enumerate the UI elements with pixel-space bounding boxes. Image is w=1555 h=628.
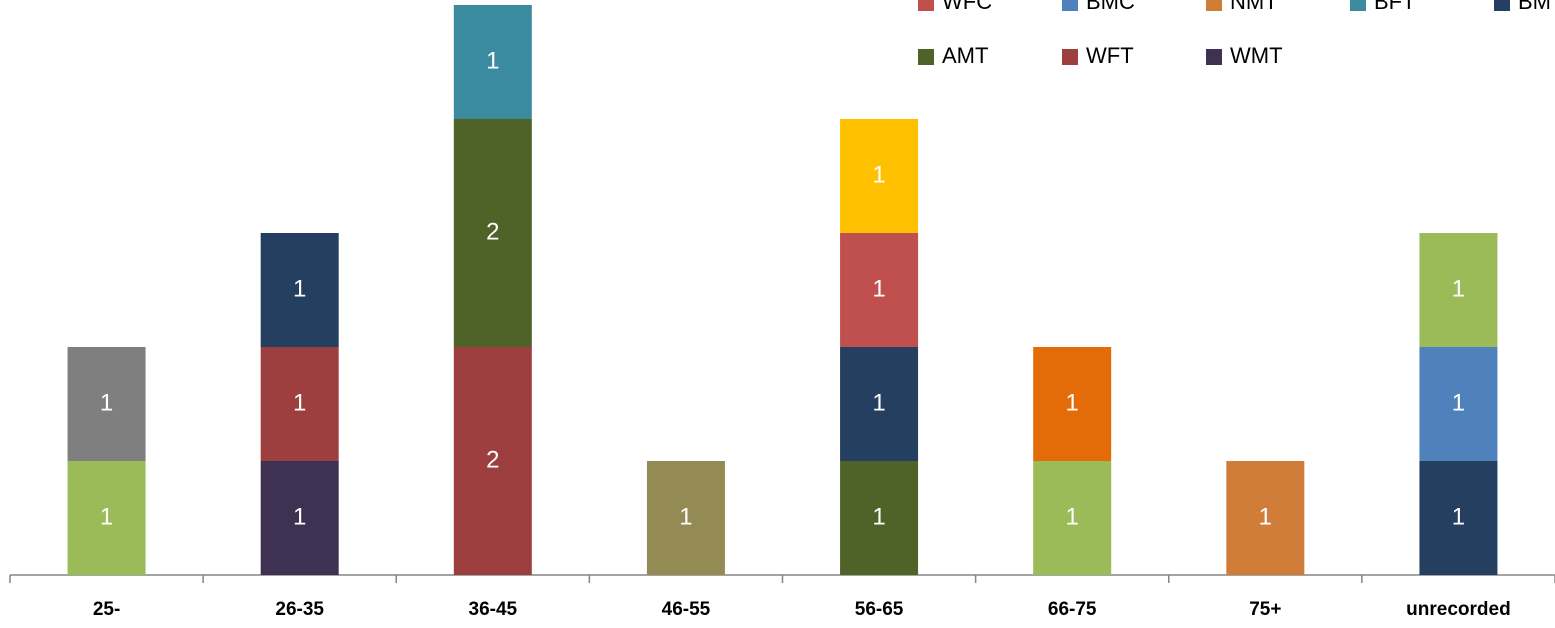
data-label: 1 — [100, 503, 113, 530]
legend-swatch — [1062, 0, 1078, 11]
legend-swatch — [1350, 0, 1366, 11]
legend-swatch — [918, 49, 934, 65]
data-label: 1 — [1452, 503, 1465, 530]
legend-swatch — [1206, 49, 1222, 65]
bar-segment — [646, 461, 725, 575]
data-label: 1 — [293, 389, 306, 416]
legend-swatch — [1206, 0, 1222, 11]
legend-swatch — [1494, 0, 1510, 11]
bar-segment — [1419, 233, 1498, 347]
legend-label: WFC — [942, 0, 992, 14]
bar-segment — [453, 5, 532, 119]
bar-segment — [67, 461, 146, 575]
bar-segment — [1033, 347, 1112, 461]
bar-segment — [67, 347, 146, 461]
bar-segment — [453, 119, 532, 347]
x-tick-label: 25- — [93, 599, 120, 620]
legend-swatch — [918, 0, 934, 11]
bar-segment — [1419, 461, 1498, 575]
bar-segment — [840, 233, 919, 347]
bar-segment — [260, 461, 339, 575]
data-label: 1 — [1066, 503, 1079, 530]
bar-segment — [260, 347, 339, 461]
data-label: 1 — [293, 275, 306, 302]
legend-label: NMT — [1230, 0, 1278, 14]
bar-segment — [840, 461, 919, 575]
data-label: 1 — [872, 389, 885, 416]
data-label: 1 — [486, 47, 499, 74]
bar-segment — [1226, 461, 1305, 575]
x-tick-label: 26-35 — [275, 599, 324, 620]
bar-segment — [260, 233, 339, 347]
data-label: 1 — [1066, 389, 1079, 416]
legend-label: WMT — [1230, 43, 1283, 68]
x-tick-label: 56-65 — [855, 599, 904, 620]
legend-swatch — [1062, 49, 1078, 65]
data-label: 1 — [679, 503, 692, 530]
data-label: 1 — [1452, 275, 1465, 302]
legend-label: WFT — [1086, 43, 1134, 68]
bar-segment — [1033, 461, 1112, 575]
data-label: 1 — [293, 503, 306, 530]
x-tick-label: 75+ — [1249, 599, 1281, 620]
bar-segment — [453, 347, 532, 575]
legend-label: BMT — [1518, 0, 1555, 14]
data-label: 2 — [486, 446, 499, 473]
data-label: 1 — [872, 161, 885, 188]
bar-segment — [1419, 347, 1498, 461]
legend-label: AMT — [942, 43, 988, 68]
data-label: 1 — [100, 389, 113, 416]
bar-segment — [840, 119, 919, 233]
x-tick-label: unrecorded — [1406, 599, 1511, 620]
legend-label: BMC — [1086, 0, 1135, 14]
data-label: 1 — [872, 275, 885, 302]
legend-label: BFT — [1374, 0, 1416, 14]
data-label: 1 — [1259, 503, 1272, 530]
x-tick-label: 46-55 — [662, 599, 711, 620]
data-label: 2 — [486, 218, 499, 245]
data-label: 1 — [1452, 389, 1465, 416]
x-tick-label: 66-75 — [1048, 599, 1097, 620]
bar-segment — [840, 347, 919, 461]
data-label: 1 — [872, 503, 885, 530]
x-tick-label: 36-45 — [469, 599, 518, 620]
